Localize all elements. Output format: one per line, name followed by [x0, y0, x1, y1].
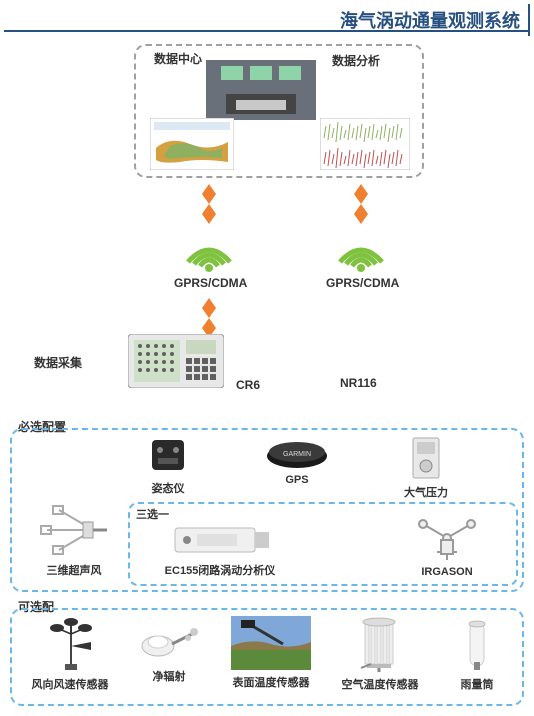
chart-preview-icon — [320, 118, 410, 170]
net-rad-label: 净辐射 — [153, 668, 186, 684]
signal-top-right-icon — [346, 184, 376, 224]
air-temp-icon — [353, 616, 407, 672]
nr116-label: NR116 — [340, 376, 377, 390]
required-box: 姿态仪 GARMIN GPS 大气压力 三维超声风 三选一 — [10, 428, 524, 592]
wind-sensor-label: 风向风速传感器 — [32, 676, 109, 692]
data-center-label: 数据中心 — [154, 50, 202, 67]
air-temp-label: 空气温度传感器 — [342, 676, 419, 692]
title-text: 海气涡动通量观测系统 — [340, 11, 520, 31]
irgason-icon — [407, 512, 487, 562]
data-analysis-label: 数据分析 — [332, 52, 380, 69]
attitude-label: 姿态仪 — [152, 480, 185, 496]
gps-icon: GARMIN — [262, 434, 332, 470]
irgason-label: IRGASON — [421, 566, 472, 578]
wifi-right-icon — [334, 232, 388, 272]
attitude-sensor-icon — [146, 434, 190, 476]
data-center-box: 数据中心 数据分析 — [134, 44, 424, 178]
rain-gauge-icon — [457, 616, 497, 672]
choose-one-box: 三选一 EC155闭路涡动分析仪 IRGASON — [128, 502, 518, 586]
pressure-label: 大气压力 — [404, 484, 448, 500]
surface-temp-icon — [231, 616, 311, 670]
pressure-sensor-icon — [407, 434, 445, 480]
signal-mid-icon — [194, 298, 224, 338]
wind-sensor-icon — [35, 616, 105, 672]
sonic-3d-icon — [39, 502, 109, 558]
cr6-label: CR6 — [236, 378, 260, 392]
map-preview-icon — [150, 118, 234, 170]
rain-gauge-label: 雨量筒 — [461, 676, 494, 692]
svg-text:GARMIN: GARMIN — [283, 451, 311, 458]
signal-top-left-icon — [194, 184, 224, 224]
wifi-left-icon — [182, 232, 236, 272]
data-collect-label: 数据采集 — [34, 354, 82, 371]
sonic3d-label: 三维超声风 — [47, 562, 102, 578]
optional-box: 风向风速传感器 净辐射 表面温度传感器 空气温度传感 — [10, 608, 524, 706]
gps-label: GPS — [285, 474, 308, 486]
gprs-right-label: GPRS/CDMA — [326, 276, 399, 290]
gprs-left-label: GPRS/CDMA — [174, 276, 247, 290]
datalogger-icon — [128, 334, 224, 388]
ec155-label: EC155闭路涡动分析仪 — [165, 562, 276, 578]
surf-temp-label: 表面温度传感器 — [233, 674, 310, 690]
net-radiation-icon — [136, 616, 202, 664]
control-room-icon — [206, 60, 316, 120]
title-underline — [4, 30, 530, 32]
ec155-icon — [165, 518, 275, 558]
